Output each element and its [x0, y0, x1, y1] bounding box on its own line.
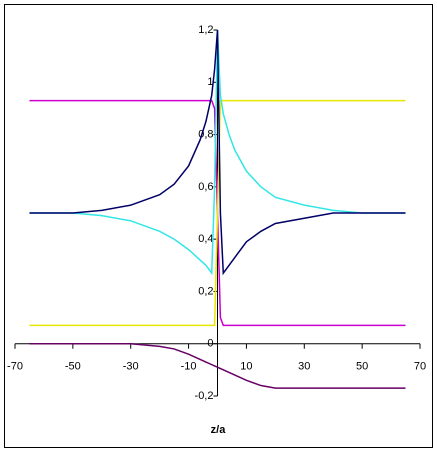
y-tick-label: -0,2 — [195, 390, 214, 402]
x-tick-label: -10 — [181, 361, 197, 373]
x-tick-label: -30 — [123, 361, 139, 373]
x-tick-label: 50 — [356, 361, 368, 373]
x-tick-label: 70 — [414, 361, 426, 373]
series-line — [29, 99, 406, 327]
series-line — [29, 342, 406, 389]
x-axis-label: z/a — [211, 424, 227, 436]
y-tick-label: 0 — [207, 338, 213, 350]
y-tick-label: 0,4 — [198, 233, 213, 245]
y-tick-label: 0,6 — [198, 181, 213, 193]
chart-frame — [4, 4, 433, 448]
series-line — [29, 29, 406, 276]
y-tick-label: 1 — [207, 76, 213, 88]
x-tick-label: 30 — [298, 361, 310, 373]
x-tick-label: 10 — [240, 361, 252, 373]
x-tick-label: -50 — [65, 361, 81, 373]
y-tick-label: 0,2 — [198, 285, 213, 297]
x-tick-label: -70 — [7, 361, 23, 373]
y-tick-label: 1,2 — [198, 24, 213, 36]
